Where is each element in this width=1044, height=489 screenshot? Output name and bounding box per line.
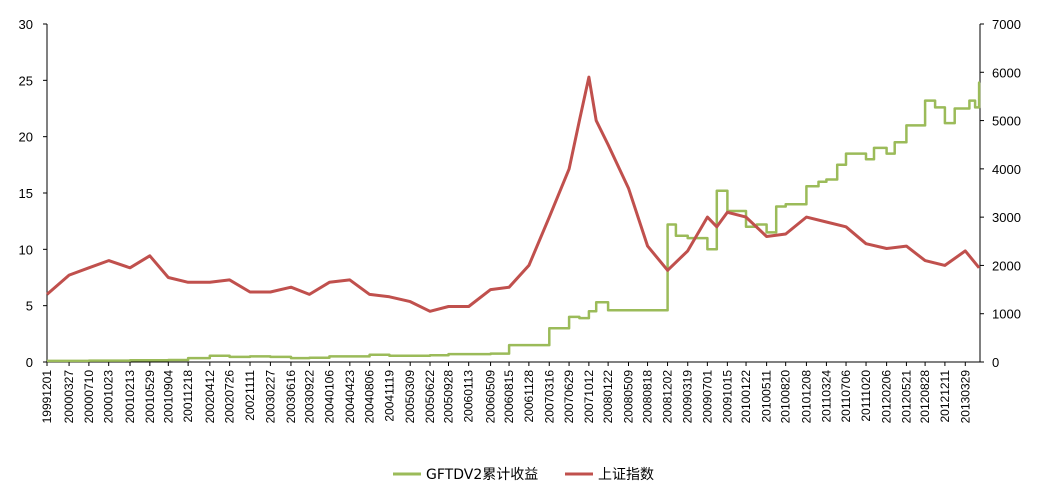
- x-tick-label: 20040106: [322, 370, 336, 424]
- x-tick-label: 20080122: [601, 370, 615, 424]
- x-tick-label: 20010213: [123, 370, 137, 424]
- x-tick-label: 20000710: [82, 370, 96, 424]
- x-tick-label: 20010529: [143, 370, 157, 424]
- x-tick-label: 20120206: [880, 370, 894, 424]
- x-tick-label: 20011218: [181, 370, 195, 423]
- x-tick-label: 20060815: [502, 370, 516, 424]
- left-tick-label: 10: [19, 242, 33, 257]
- x-tick-label: 20080509: [621, 370, 635, 424]
- right-tick-label: 1000: [992, 307, 1021, 322]
- x-tick-label: 20120828: [918, 370, 932, 424]
- legend: GFTDV2累计收益 上证指数: [393, 467, 654, 483]
- legend-label-szzs: 上证指数: [598, 467, 654, 483]
- x-tick-label: 20100122: [739, 370, 753, 424]
- x-tick-label: 20061128: [522, 370, 536, 423]
- x-tick-label: 20000327: [62, 370, 76, 424]
- left-tick-label: 30: [19, 17, 33, 32]
- x-tick-label: 20111020: [859, 370, 873, 422]
- x-tick-label: 20110706: [839, 370, 853, 423]
- x-tick-label: 20090701: [700, 370, 714, 424]
- x-tick-label: 20100820: [779, 370, 793, 424]
- x-tick-label: 20040806: [363, 370, 377, 424]
- x-tick-label: 20101208: [799, 370, 813, 424]
- x-tick-label: 20020726: [223, 370, 237, 424]
- x-tick-label: 20040423: [343, 370, 357, 424]
- x-tick-label: 20080818: [641, 370, 655, 424]
- x-tick-label: 20050309: [403, 370, 417, 424]
- left-tick-label: 15: [19, 186, 33, 201]
- x-tick-label: 20030227: [263, 370, 277, 424]
- x-tick-label: 20010904: [161, 370, 175, 424]
- series-szzs-line: [46, 75, 981, 313]
- x-tick-label: 20120521: [899, 370, 913, 424]
- left-axis-ticks: 0 5 10 15 20 25 30: [19, 17, 47, 370]
- x-axis-ticks: 19991201 20000327 20000710 20001023 20010213…: [40, 362, 972, 423]
- x-tick-label: 20050622: [423, 370, 437, 424]
- right-tick-label: 2000: [992, 258, 1021, 273]
- x-tick-label: 20070629: [562, 370, 576, 424]
- right-tick-label: 3000: [992, 210, 1021, 225]
- x-tick-label: 20071012: [582, 370, 596, 424]
- x-tick-label: 20060113: [462, 370, 476, 423]
- right-tick-label: 5000: [992, 114, 1021, 129]
- x-tick-label: 20090319: [681, 370, 695, 424]
- x-tick-label: 20081202: [661, 370, 675, 424]
- x-tick-label: 20041119: [382, 370, 396, 422]
- x-tick-label: 20110324: [819, 370, 833, 423]
- series-gftdv2-line: [47, 81, 981, 363]
- series-layer: [46, 75, 981, 363]
- x-tick-label: 20030922: [302, 370, 316, 424]
- x-tick-label: 20050928: [442, 370, 456, 424]
- x-tick-label: 20060509: [484, 370, 498, 424]
- right-tick-label: 7000: [992, 17, 1021, 32]
- right-tick-label: 6000: [992, 65, 1021, 80]
- x-tick-label: 20020412: [203, 370, 217, 424]
- x-tick-label: 20001023: [102, 370, 116, 424]
- legend-label-gftdv2: GFTDV2累计收益: [426, 467, 538, 483]
- x-tick-label: 20030616: [284, 370, 298, 424]
- x-tick-label: 19991201: [40, 370, 54, 424]
- right-tick-label: 4000: [992, 162, 1021, 177]
- x-tick-label: 20070316: [542, 370, 556, 424]
- left-tick-label: 0: [26, 355, 33, 370]
- x-tick-label: 20121211: [938, 370, 952, 423]
- right-tick-label: 0: [992, 355, 999, 370]
- x-tick-label: 20091015: [720, 370, 734, 424]
- left-tick-label: 20: [19, 130, 33, 145]
- left-tick-label: 5: [26, 299, 33, 314]
- right-axis-ticks: 0 1000 2000 3000 4000 5000 6000 7000: [980, 17, 1021, 370]
- x-tick-label: 20021111: [243, 370, 257, 421]
- left-tick-label: 25: [19, 73, 33, 88]
- x-tick-label: 20100511: [760, 370, 774, 423]
- x-tick-label: 20130329: [958, 370, 972, 424]
